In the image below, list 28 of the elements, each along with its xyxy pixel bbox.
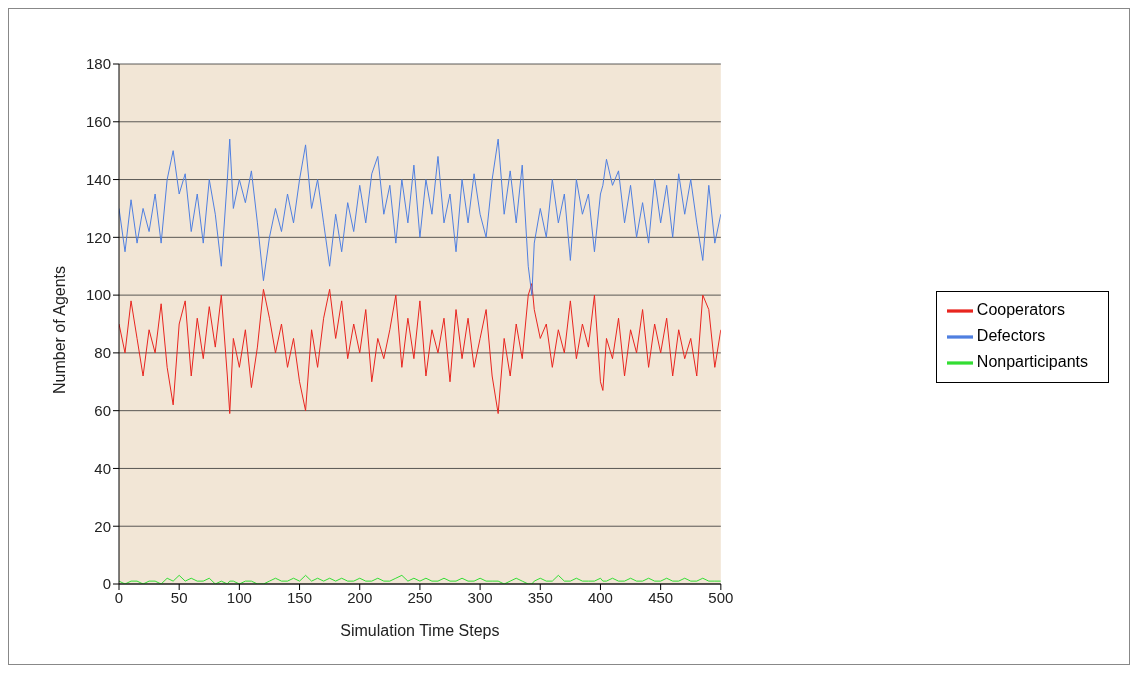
x-tick-label: 300 <box>467 588 493 606</box>
y-axis-title: Number of Agents <box>50 265 68 394</box>
x-tick-label: 150 <box>287 588 313 606</box>
y-tick-label: 0 <box>102 575 111 593</box>
y-tick-label: 80 <box>94 344 111 362</box>
x-tick-label: 350 <box>527 588 553 606</box>
y-tick-label: 60 <box>94 401 111 419</box>
x-tick-label: 400 <box>587 588 613 606</box>
y-tick-label: 20 <box>94 517 111 535</box>
x-tick-label: 50 <box>170 588 188 606</box>
x-tick-label: 500 <box>708 588 734 606</box>
legend-label: Nonparticipants <box>976 352 1088 370</box>
y-tick-label: 160 <box>85 113 111 131</box>
legend-label: Defectors <box>976 326 1046 344</box>
y-tick-label: 100 <box>85 286 111 304</box>
y-tick-label: 120 <box>85 228 111 246</box>
x-tick-label: 0 <box>114 588 124 606</box>
y-tick-label: 180 <box>85 55 111 73</box>
x-tick-label: 200 <box>347 588 373 606</box>
legend-label: Cooperators <box>976 300 1065 318</box>
x-tick-label: 450 <box>648 588 674 606</box>
x-tick-label: 250 <box>407 588 433 606</box>
line-series <box>119 283 721 415</box>
x-axis-title: Simulation Time Steps <box>340 622 500 639</box>
x-tick-label: 100 <box>226 588 252 606</box>
line-series <box>119 138 721 296</box>
y-tick-label: 140 <box>85 170 111 188</box>
y-tick-label: 40 <box>94 459 111 477</box>
